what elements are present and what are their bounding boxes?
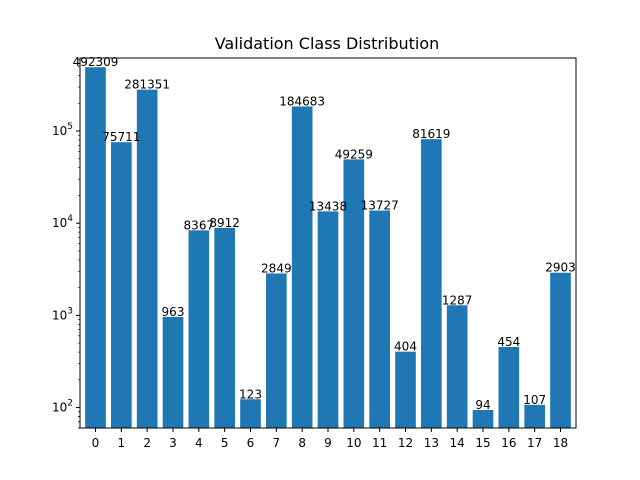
x-tick-label-6: 6 bbox=[247, 436, 255, 450]
bar-3 bbox=[162, 316, 184, 428]
data-label-2: 281351 bbox=[124, 78, 170, 92]
data-label-15: 94 bbox=[475, 398, 490, 412]
x-tick-label-13: 13 bbox=[424, 436, 439, 450]
data-label-14: 1287 bbox=[442, 293, 473, 307]
x-tick-label-0: 0 bbox=[92, 436, 100, 450]
bar-12 bbox=[395, 351, 416, 428]
x-tick-label-2: 2 bbox=[143, 436, 151, 450]
bar-1 bbox=[111, 142, 132, 428]
x-tick-label-17: 17 bbox=[527, 436, 542, 450]
x-tick-label-7: 7 bbox=[273, 436, 281, 450]
bar-0 bbox=[85, 67, 106, 428]
x-tick-label-15: 15 bbox=[475, 436, 490, 450]
x-tick-label-14: 14 bbox=[450, 436, 465, 450]
y-tick-label-100000: 105 bbox=[52, 122, 73, 138]
plot-frame bbox=[79, 57, 577, 429]
data-label-1: 75711 bbox=[102, 130, 140, 144]
data-label-3: 963 bbox=[162, 305, 185, 319]
data-label-8: 184683 bbox=[279, 94, 325, 108]
bar-5 bbox=[214, 227, 235, 428]
data-label-17: 107 bbox=[523, 393, 546, 407]
bar-6 bbox=[240, 399, 261, 428]
data-label-4: 8367 bbox=[184, 218, 215, 232]
data-label-11: 13727 bbox=[361, 199, 399, 213]
y-tick-label-100: 102 bbox=[52, 399, 73, 415]
bar-11 bbox=[369, 210, 390, 428]
bar-7 bbox=[266, 273, 287, 428]
bar-18 bbox=[550, 272, 571, 428]
data-label-7: 2849 bbox=[261, 261, 292, 275]
bar-8 bbox=[291, 106, 313, 428]
x-tick-label-4: 4 bbox=[195, 436, 203, 450]
x-tick-label-16: 16 bbox=[501, 436, 516, 450]
x-tick-label-10: 10 bbox=[346, 436, 361, 450]
bar-13 bbox=[421, 139, 442, 429]
data-label-16: 454 bbox=[497, 335, 520, 349]
bar-14 bbox=[446, 305, 468, 428]
data-label-9: 13438 bbox=[309, 199, 347, 213]
data-label-5: 8912 bbox=[209, 216, 240, 230]
data-label-12: 404 bbox=[394, 340, 417, 354]
data-label-18: 2903 bbox=[545, 261, 576, 275]
bar-2 bbox=[136, 89, 158, 429]
plot-area: 4923097571128135196383678912123284918468… bbox=[52, 55, 576, 450]
y-tick-label-10000: 104 bbox=[52, 214, 73, 230]
x-tick-label-18: 18 bbox=[553, 436, 568, 450]
y-tick-label-1000: 103 bbox=[52, 306, 73, 322]
bar-17 bbox=[524, 404, 545, 428]
bar-4 bbox=[188, 230, 210, 428]
data-label-6: 123 bbox=[239, 387, 262, 401]
chart-title: Validation Class Distribution bbox=[215, 34, 440, 53]
x-tick-label-11: 11 bbox=[372, 436, 387, 450]
bar-16 bbox=[498, 346, 520, 428]
x-tick-label-5: 5 bbox=[221, 436, 229, 450]
bar-9 bbox=[317, 211, 339, 428]
data-label-0: 492309 bbox=[73, 55, 119, 69]
x-tick-label-8: 8 bbox=[298, 436, 306, 450]
bar-15 bbox=[472, 410, 494, 428]
x-tick-label-9: 9 bbox=[324, 436, 332, 450]
x-tick-label-1: 1 bbox=[118, 436, 126, 450]
x-tick-label-12: 12 bbox=[398, 436, 413, 450]
data-label-13: 81619 bbox=[412, 127, 450, 141]
data-label-10: 49259 bbox=[335, 147, 373, 161]
bar-10 bbox=[343, 159, 365, 429]
x-tick-label-3: 3 bbox=[169, 436, 177, 450]
